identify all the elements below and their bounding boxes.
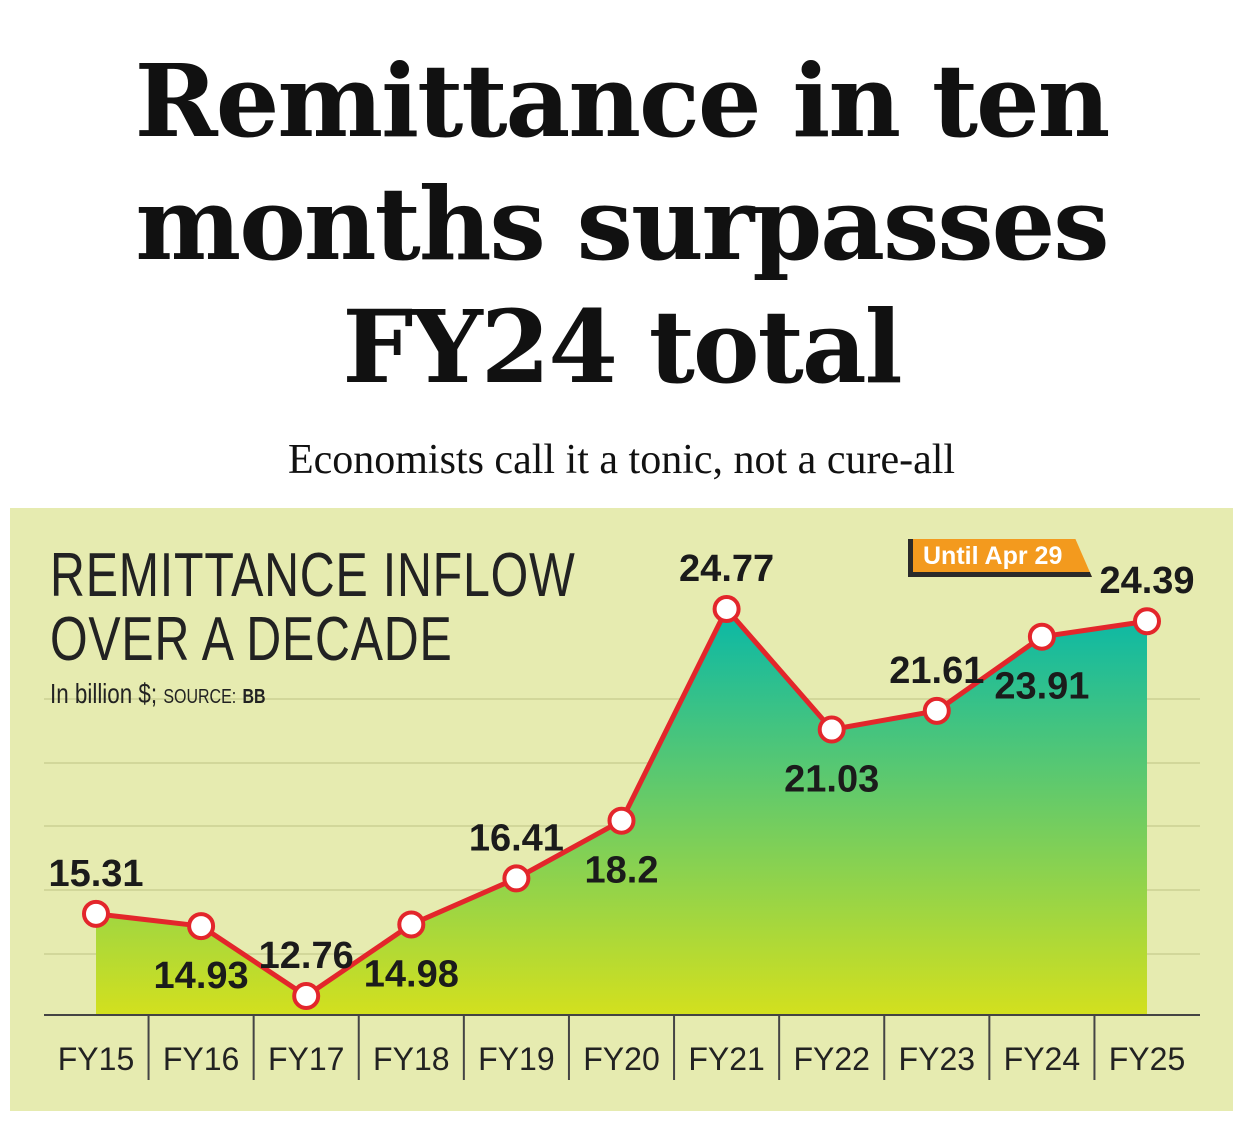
data-label: 21.61 xyxy=(889,650,984,692)
x-tick-label: FY20 xyxy=(583,1041,659,1077)
data-label: 24.39 xyxy=(1099,560,1194,602)
headline-line-2: months surpasses xyxy=(135,165,1109,283)
x-tick-label: FY18 xyxy=(373,1041,449,1077)
source-value: BB xyxy=(242,686,266,708)
chart-title: REMITTANCE INFLOW OVER A DECADE xyxy=(50,544,576,672)
data-label: 23.91 xyxy=(994,666,1089,708)
area-fill xyxy=(96,608,1147,1015)
data-point xyxy=(82,899,110,928)
data-label: 15.31 xyxy=(48,853,143,895)
x-tick-label: FY25 xyxy=(1109,1041,1185,1077)
x-tick-label: FY17 xyxy=(268,1041,344,1077)
data-point xyxy=(607,806,636,835)
data-point xyxy=(817,715,846,744)
chart-subtitle: In billion $; SOURCE: BB xyxy=(50,678,266,710)
x-tick-label: FY23 xyxy=(899,1041,975,1077)
x-tick-label: FY21 xyxy=(688,1041,764,1077)
data-label: 18.2 xyxy=(585,850,659,892)
until-date-tag: Until Apr 29 xyxy=(908,539,1092,577)
chart-title-line-1: REMITTANCE INFLOW xyxy=(50,541,576,610)
data-label: 21.03 xyxy=(784,759,879,801)
data-label: 14.93 xyxy=(154,955,249,997)
headline: Remittance in ten months surpasses FY24 to… xyxy=(0,40,1243,409)
remittance-chart: 15.31 14.93 12.76 14.98 16.41 18.2 24.77 21.03 2… xyxy=(44,548,1200,1080)
data-label: 24.77 xyxy=(679,548,774,590)
data-point xyxy=(292,981,321,1010)
headline-line-3: FY24 total xyxy=(342,288,902,406)
data-point xyxy=(187,912,216,941)
source-label: SOURCE: xyxy=(163,686,237,708)
data-label: 16.41 xyxy=(469,817,564,859)
x-tick-label: FY16 xyxy=(163,1041,239,1077)
x-tick-label: FY24 xyxy=(1004,1041,1080,1077)
data-point xyxy=(712,594,741,623)
deck-subheadline: Economists call it a tonic, not a cure-a… xyxy=(287,437,956,483)
x-tick-label: FY22 xyxy=(793,1041,869,1077)
unit-label: In billion $; xyxy=(50,678,158,709)
data-point xyxy=(397,910,426,939)
chart-panel: 15.31 14.93 12.76 14.98 16.41 18.2 24.77 21.03 2… xyxy=(10,508,1233,1111)
data-label: 14.98 xyxy=(364,953,459,995)
data-point xyxy=(1027,622,1056,651)
data-label: 12.76 xyxy=(259,935,354,977)
data-point xyxy=(922,696,951,725)
chart-title-line-2: OVER A DECADE xyxy=(50,605,453,674)
x-tick-label: FY19 xyxy=(478,1041,554,1077)
data-point xyxy=(1133,607,1161,636)
data-point xyxy=(502,864,531,893)
x-tick-label: FY15 xyxy=(58,1041,134,1077)
headline-line-1: Remittance in ten xyxy=(134,42,1111,160)
